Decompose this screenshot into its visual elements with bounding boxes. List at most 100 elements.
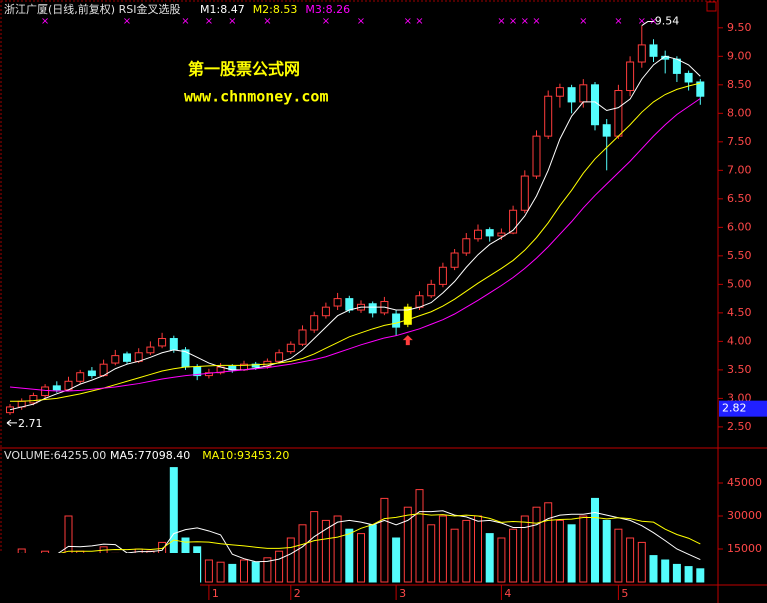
- ma-line: [9, 55, 701, 411]
- volume-bar: [555, 519, 564, 583]
- candle-body: [474, 229, 482, 240]
- ma-line: [9, 510, 701, 563]
- signal-marker: ×: [415, 16, 423, 27]
- y-tick-label: 4.00: [727, 334, 752, 347]
- x-tick-label: 1: [212, 587, 219, 600]
- volume-bar: [240, 559, 248, 583]
- candle-body: [626, 61, 635, 92]
- y-tick-label: 7.00: [727, 163, 752, 176]
- legend-entry: M2:8.53: [253, 3, 298, 16]
- volume-bar: [532, 506, 541, 583]
- volume-bar: [474, 515, 482, 583]
- volume-bar: [275, 550, 284, 583]
- y-tick-label: 30000: [727, 509, 762, 522]
- volume-bar: [485, 533, 494, 583]
- signal-marker: ×: [357, 16, 365, 27]
- volume-bar: [427, 524, 436, 583]
- signal-marker: ×: [509, 16, 517, 27]
- chart-title: 浙江广厦(日线,前复权) RSI金叉选股: [4, 2, 180, 16]
- candle-body: [368, 303, 377, 314]
- candle-body: [403, 306, 412, 325]
- candle-body: [532, 135, 541, 177]
- volume-bar: [310, 511, 319, 583]
- volume-bar: [591, 497, 599, 583]
- price-box: [719, 400, 767, 417]
- candle-body: [169, 338, 178, 351]
- volume-bar: [626, 537, 635, 583]
- candle-body: [87, 370, 96, 377]
- volume-bar: [345, 528, 354, 583]
- signal-marker: ×: [497, 16, 505, 27]
- volume-bar: [567, 524, 576, 583]
- low-pointer: [6, 419, 17, 427]
- candle-body: [29, 395, 38, 404]
- candle-body: [684, 72, 693, 83]
- candle-body: [614, 90, 623, 137]
- y-tick-label: 6.50: [727, 192, 752, 205]
- signal-marker: ×: [404, 16, 412, 27]
- volume-bar: [228, 563, 237, 583]
- signal-marker: ×: [263, 16, 271, 27]
- candle-body: [275, 352, 284, 362]
- candle-body: [509, 209, 518, 234]
- y-tick-label: 8.00: [727, 106, 752, 119]
- signal-marker: ×: [521, 16, 529, 27]
- candle-body: [392, 313, 401, 328]
- candle-body: [520, 175, 529, 211]
- candle-body: [204, 372, 213, 377]
- candle-body: [76, 372, 85, 382]
- volume-bar: [438, 515, 447, 583]
- x-tick-label: 2: [294, 587, 301, 600]
- ma-line: [10, 82, 701, 402]
- signal-marker: ×: [579, 16, 587, 27]
- ma-line: [9, 513, 701, 557]
- occluder: [0, 553, 200, 603]
- candle-body: [485, 229, 494, 237]
- candle-body: [567, 87, 576, 103]
- volume-bar: [520, 515, 529, 583]
- volume-bar: [286, 537, 295, 583]
- candle-body: [555, 87, 564, 97]
- volume-bar: [368, 524, 377, 583]
- candle-body: [111, 355, 120, 364]
- legend-entry: MA5:77098.40: [110, 449, 190, 462]
- volume-bar: [462, 519, 471, 583]
- plot: M1:8.47 M2:8.53 M3:8.26 MA5:77098.40 MA10:93…: [6, 3, 767, 600]
- legend-entry: M3:8.26: [305, 3, 350, 16]
- volume-bar: [696, 568, 705, 583]
- signal-marker: ×: [123, 16, 131, 27]
- candle-body: [602, 124, 611, 137]
- candle-body: [544, 95, 553, 137]
- legend-entry: M1:8.47: [200, 3, 245, 16]
- y-tick-label: 5.00: [727, 277, 752, 290]
- candle-body: [672, 58, 681, 74]
- candle-body: [579, 84, 588, 103]
- window-button[interactable]: [706, 1, 717, 12]
- volume-bar: [321, 519, 330, 583]
- y-tick-label: 9.00: [727, 49, 752, 62]
- candle-body: [52, 385, 61, 391]
- y-tick-label: 7.50: [727, 135, 752, 148]
- candle-body: [146, 346, 155, 354]
- signal-marker: ×: [614, 16, 622, 27]
- candle-body: [450, 252, 459, 268]
- x-tick-label: 4: [504, 587, 511, 600]
- volume-bar: [251, 561, 260, 583]
- volume-bar: [544, 502, 553, 583]
- candle-body: [345, 298, 354, 311]
- legend-entry: MA10:93453.20: [202, 449, 289, 462]
- watermark-url: www.chnmoney.com: [184, 88, 329, 106]
- volume-bar: [579, 515, 588, 583]
- volume-bar: [298, 524, 307, 583]
- y-tick-label: 45000: [727, 476, 762, 489]
- price-box-label: 2.82: [722, 402, 747, 415]
- x-tick-label: 3: [399, 587, 406, 600]
- signal-marker: ×: [41, 16, 49, 27]
- candle-body: [427, 283, 436, 297]
- candle-body: [415, 295, 424, 308]
- volume-bar: [403, 506, 412, 583]
- volume-bar: [602, 519, 611, 583]
- signal-marker: ×: [322, 16, 330, 27]
- candle-body: [696, 81, 705, 97]
